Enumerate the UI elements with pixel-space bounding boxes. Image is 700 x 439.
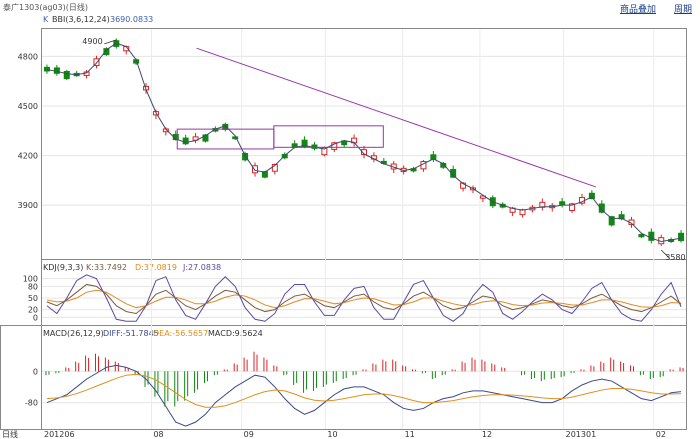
x-tick-label: 12 <box>482 430 492 439</box>
low-marker-line <box>660 249 670 259</box>
candle-body <box>678 232 685 242</box>
x-tick-label: 02 <box>656 430 666 439</box>
kdj-k-line <box>46 283 682 315</box>
kdj-j-line <box>46 274 682 322</box>
kdj-y-tick-label: 0 <box>33 313 38 322</box>
candle-body <box>242 152 249 161</box>
x-tick-label: 201206 <box>44 430 75 439</box>
main-y-tick-label: 4500 <box>18 102 38 111</box>
candle-body <box>331 142 338 150</box>
macd-diff-line <box>46 364 682 427</box>
macd-dea-value: DEA:-56.5657 <box>153 329 208 338</box>
product-overlay-button[interactable]: 商品叠加 <box>620 5 657 15</box>
kdj-d-value: D:37.0819 <box>135 263 177 272</box>
bbi-line <box>46 42 682 242</box>
candle-body <box>539 201 546 208</box>
macd-y-tick-label: -80 <box>25 399 38 408</box>
candle-body <box>598 203 605 213</box>
candle-body <box>569 203 576 211</box>
low-annotation: 3580 <box>665 253 685 262</box>
main-y-tick-label: 4800 <box>18 52 38 61</box>
candle-body <box>559 201 566 205</box>
candle-body <box>103 48 110 56</box>
x-tick-label: 201301 <box>566 430 597 439</box>
candle-body <box>252 165 259 174</box>
macd-axis-frame <box>0 325 42 430</box>
x-tick-label: 08 <box>153 430 163 439</box>
kdj-k-value: K:33.7492 <box>86 263 127 272</box>
macd-dea-line <box>46 373 682 408</box>
window-title: 泰广1303(ag03)(日线) <box>3 3 89 12</box>
candle-body <box>232 136 239 140</box>
macd-panel-frame <box>41 325 687 430</box>
kdj-d-line <box>46 289 682 309</box>
macd-label: MACD(26,12,9) <box>43 329 104 338</box>
kdj-y-tick-label: 20 <box>28 306 38 315</box>
footer-period-label: 日线 <box>2 429 18 439</box>
candle-body <box>63 70 70 80</box>
candle-body <box>638 233 645 238</box>
x-tick-label: 09 <box>244 430 254 439</box>
candle-body <box>43 66 50 72</box>
candle-body <box>212 127 219 132</box>
range-rectangle <box>176 128 275 150</box>
main-y-tick-label: 3900 <box>18 201 38 210</box>
main-y-tick-label: 4200 <box>18 152 38 161</box>
candle-body <box>202 134 209 142</box>
candle-body <box>648 231 655 241</box>
trend-line <box>196 47 597 188</box>
period-button[interactable]: 周期 <box>674 5 693 15</box>
x-tick-label: 10 <box>327 430 337 439</box>
kdj-label: KDJ(9,3,3) <box>43 263 83 272</box>
kdj-y-tick-label: 80 <box>28 282 38 291</box>
macd-diff-value: DIFF:-51.7845 <box>103 329 159 338</box>
macd-y-tick-label: 0 <box>33 367 38 376</box>
candle-body <box>93 58 100 67</box>
main-indicator-label: BBI(3,6,12,24) <box>52 15 110 24</box>
x-tick-label: 11 <box>405 430 415 439</box>
high-annotation: 4900 <box>82 37 102 46</box>
kdj-y-tick-label: 50 <box>28 294 38 303</box>
candle-body <box>271 163 278 172</box>
main-indicator-value: 3690.0833 <box>110 15 153 24</box>
candle-body <box>182 137 189 145</box>
range-rectangle <box>273 125 384 148</box>
candle-body <box>608 216 615 226</box>
macd-macd-value: MACD:9.5624 <box>208 329 263 338</box>
main-indicator-prefix: K <box>43 15 49 24</box>
candle-body <box>450 168 457 178</box>
candle-body <box>588 192 595 200</box>
kdj-j-value: J:27.0838 <box>182 263 221 272</box>
kdj-y-tick-label: 100 <box>23 275 38 284</box>
high-marker-line <box>104 39 117 45</box>
